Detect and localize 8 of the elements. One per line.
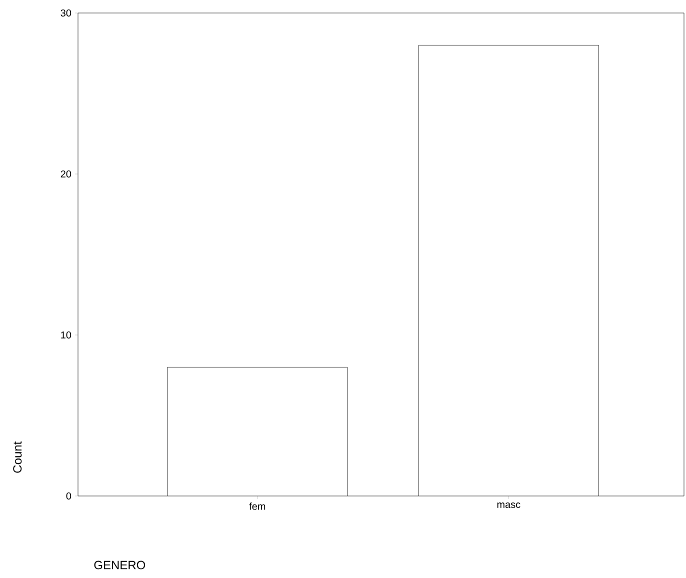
x-tick-label: fem xyxy=(249,502,266,510)
y-tick-label: 30 xyxy=(60,9,72,17)
y-axis-title: Count xyxy=(13,441,22,473)
y-tick-label: 10 xyxy=(61,331,72,339)
y-tick-label: 20 xyxy=(60,170,72,178)
x-tick-label: masc xyxy=(497,502,520,508)
x-axis-title: GENERO xyxy=(94,560,146,570)
y-tick-label: 0 xyxy=(66,492,72,500)
